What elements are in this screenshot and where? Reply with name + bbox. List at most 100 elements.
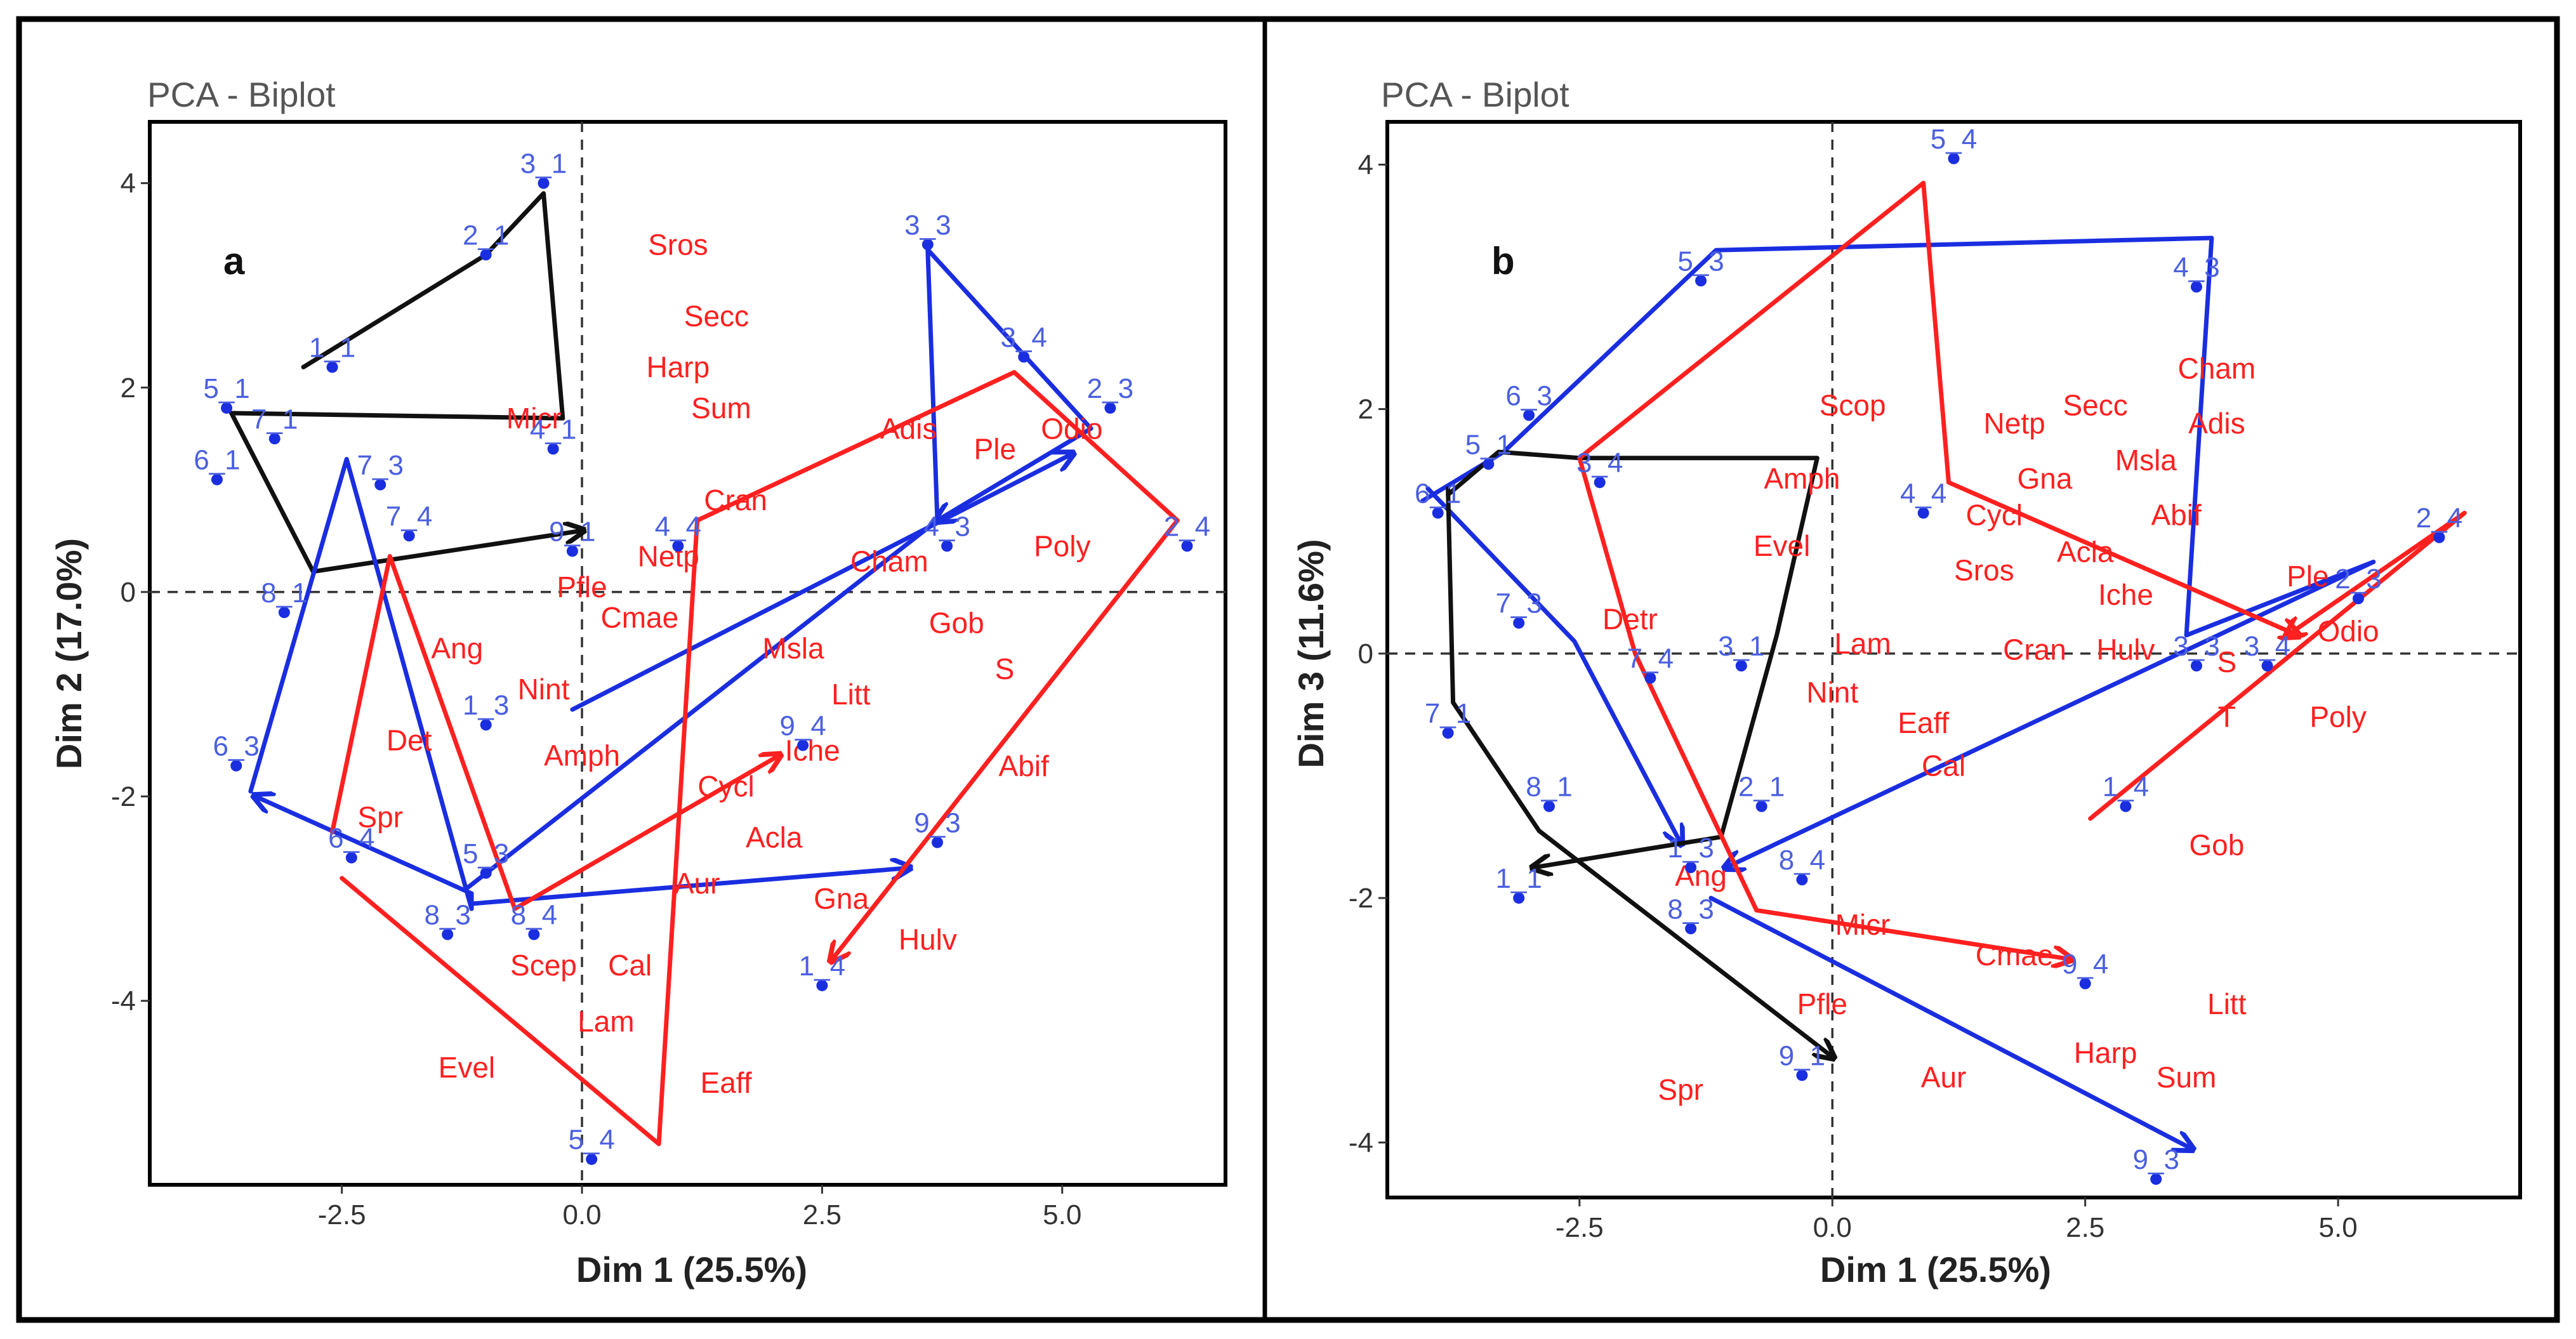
- trajectory-line: [1425, 486, 1681, 843]
- species-label: Cham: [2178, 352, 2256, 385]
- station-point: [480, 867, 492, 879]
- x-tick-label: 0.0: [562, 1199, 601, 1230]
- species-label: Acla: [746, 821, 803, 854]
- species-label: Harp: [647, 351, 710, 384]
- station-point: [921, 239, 934, 251]
- species-label: Ang: [431, 632, 483, 665]
- species-label: Cycl: [697, 770, 754, 803]
- station-point: [2261, 660, 2273, 672]
- species-label: Scop: [1820, 388, 1886, 421]
- species-label: Hulv: [899, 923, 957, 956]
- species-label: Poly: [2309, 700, 2366, 733]
- y-tick-label: 0: [121, 577, 136, 608]
- panel-a-plot-frame: [148, 120, 1227, 1187]
- species-label: Abif: [2151, 499, 2201, 532]
- y-tick-label: -2: [1349, 883, 1373, 914]
- station-label: 6_3: [213, 731, 259, 762]
- species-label: Odio: [2317, 615, 2379, 648]
- station-label: 6_3: [1505, 380, 1552, 411]
- station-point: [2353, 593, 2364, 605]
- species-label: Nint: [1806, 676, 1858, 709]
- station-point: [1018, 351, 1030, 363]
- panel-b-ylabel: Dim 3 (11.6%): [1291, 539, 1331, 768]
- species-label: Cal: [608, 949, 652, 982]
- station-point: [1644, 672, 1656, 684]
- species-label: Harp: [2074, 1036, 2137, 1069]
- species-label: S: [2217, 645, 2236, 678]
- species-label: Hulv: [2096, 633, 2155, 666]
- station-point: [941, 540, 953, 552]
- station-point: [2120, 800, 2132, 812]
- species-label: Scep: [510, 949, 577, 982]
- species-label: Cham: [850, 545, 928, 578]
- station-label: 9_3: [914, 807, 960, 838]
- species-label: Adis: [2188, 407, 2245, 440]
- station-label: 3_4: [1576, 447, 1623, 478]
- species-label: Netp: [1984, 407, 2045, 440]
- station-point: [547, 443, 559, 455]
- station-point: [2150, 1173, 2162, 1185]
- station-label: 4_1: [530, 414, 576, 445]
- y-tick-label: 4: [121, 168, 136, 199]
- station-point: [1755, 800, 1767, 812]
- station-point: [1104, 402, 1116, 414]
- station-label: 7_1: [251, 404, 298, 435]
- station-label: 2_3: [2335, 564, 2381, 595]
- station-label: 8_1: [1526, 772, 1572, 803]
- y-tick-label: 2: [121, 373, 136, 404]
- species-label: Cran: [704, 484, 767, 517]
- trajectory-line: [1577, 456, 2070, 960]
- station-point: [221, 402, 233, 414]
- x-tick-label: -2.5: [318, 1199, 366, 1230]
- station-point: [1181, 540, 1193, 552]
- station-label: 8_4: [511, 899, 557, 930]
- station-label: 3_1: [1718, 631, 1764, 662]
- species-label: Gna: [2017, 462, 2072, 495]
- species-label: Detr: [1602, 602, 1658, 635]
- station-label: 4_3: [2173, 252, 2219, 283]
- station-point: [1523, 409, 1535, 421]
- y-tick-label: -4: [1349, 1127, 1373, 1158]
- station-point: [1432, 507, 1444, 519]
- species-label: Msla: [762, 632, 824, 665]
- station-label: 7_4: [1627, 643, 1674, 674]
- species-label: Cal: [1922, 749, 1965, 782]
- station-label: 7_3: [357, 450, 404, 481]
- station-label: 9_4: [779, 710, 826, 741]
- y-tick-label: -2: [111, 781, 136, 812]
- species-label: Iche: [2098, 578, 2153, 611]
- station-label: 5_1: [203, 373, 249, 404]
- species-label: Sros: [1954, 553, 2014, 586]
- station-point: [566, 545, 578, 557]
- panel-b-title: PCA - Biplot: [1381, 75, 1569, 114]
- station-label: 4_4: [655, 511, 701, 542]
- species-label: Lam: [1834, 627, 1891, 660]
- station-point: [538, 177, 550, 189]
- station-point: [403, 530, 415, 542]
- panel-a-ylabel: Dim 2 (17.0%): [49, 538, 89, 769]
- station-label: 2_1: [463, 220, 509, 251]
- station-point: [374, 478, 386, 491]
- species-label: Pfle: [1797, 987, 1847, 1020]
- station-point: [326, 361, 338, 373]
- species-label: Eaff: [701, 1066, 752, 1099]
- x-tick-label: 0.0: [1813, 1212, 1852, 1243]
- station-point: [1917, 507, 1929, 519]
- station-label: 3_3: [2173, 631, 2219, 662]
- trajectory-line: [340, 370, 1180, 1147]
- station-point: [1695, 275, 1707, 287]
- station-point: [211, 473, 223, 485]
- species-label: Poly: [1034, 529, 1090, 562]
- species-label: Aur: [1921, 1061, 1967, 1094]
- trajectory-line: [251, 457, 474, 911]
- x-tick-label: 5.0: [2319, 1212, 2358, 1243]
- species-label: Evel: [1754, 529, 1810, 562]
- species-label: Aur: [675, 867, 720, 900]
- panel-b-label: b: [1491, 240, 1515, 282]
- station-label: 1_1: [1495, 863, 1542, 894]
- panel-a-label: a: [223, 240, 245, 282]
- panel-b-xlabel: Dim 1 (25.5%): [1820, 1250, 2051, 1290]
- trajectory-line: [464, 247, 1093, 891]
- station-point: [528, 928, 540, 940]
